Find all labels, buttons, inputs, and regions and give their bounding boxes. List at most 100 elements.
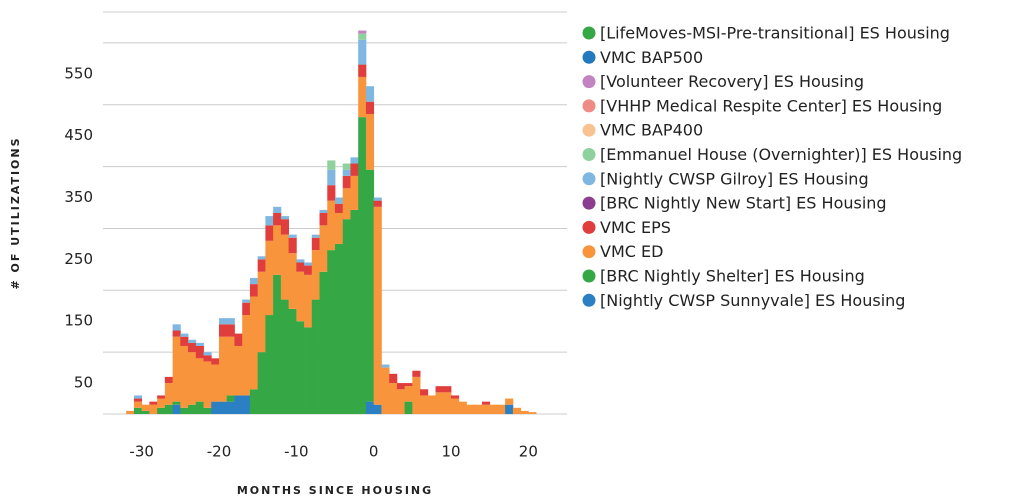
histogram-bar [335,197,344,204]
legend-label: [Emmanuel House (Overnighter)] ES Housin… [600,145,962,164]
histogram-bar [188,339,197,343]
histogram-bar [311,234,320,238]
histogram-bar [273,206,282,213]
histogram-bar [288,237,297,254]
histogram-bar [389,373,398,384]
y-tick-label: 50 [74,374,93,392]
histogram-bar [474,404,483,414]
histogram-bar [304,274,313,328]
histogram-bar [358,76,367,118]
histogram-bar [342,169,351,176]
histogram-bar [412,376,421,414]
histogram-bar [458,401,467,414]
histogram-bar [335,203,344,213]
histogram-bar [404,401,413,414]
histogram-bar [365,86,375,102]
histogram-bar [157,407,166,414]
histogram-bar [257,352,266,414]
histogram-bar [172,404,181,414]
x-tick-label: -20 [207,443,232,461]
legend-label: VMC BAP500 [600,48,703,67]
histogram-bar [350,163,359,176]
histogram-bar [296,271,305,322]
legend-marker [582,99,596,113]
histogram-bar [443,392,452,414]
histogram-bar [149,401,158,405]
histogram-bar [342,175,351,189]
histogram-bar [396,383,405,390]
histogram-bar [234,333,243,346]
histogram-bar [288,253,297,309]
histogram-bar [226,324,235,337]
histogram-bar [319,209,328,213]
histogram-bar [280,234,289,300]
histogram-bar [257,259,266,272]
x-tick-label: 20 [519,443,538,461]
histogram-bar [133,401,143,408]
histogram-bar [327,169,336,186]
histogram-bar [226,336,235,396]
histogram-bar [172,324,181,331]
histogram-bar [489,404,498,414]
histogram-bar [133,395,143,399]
histogram-bar [389,383,398,414]
histogram-bar [265,315,274,414]
histogram-bar [273,274,282,414]
legend-label: [Nightly CWSP Gilroy] ES Housing [600,169,869,188]
histogram-bar [327,200,336,251]
histogram-bar [481,404,491,414]
histogram-bar [304,262,313,266]
x-tick-label: 10 [441,443,460,461]
x-tick-label: -30 [129,443,154,461]
histogram-bar [350,157,359,164]
histogram-bar [296,259,305,263]
legend-marker [582,245,596,259]
histogram-bar [435,386,444,393]
histogram-bar [249,277,259,285]
x-tick-label: -10 [284,443,309,461]
legend-label: [VHHP Medical Respite Center] ES Housing [600,96,942,115]
histogram-bar [404,386,413,402]
y-tick-label: 250 [64,250,93,268]
histogram-bar [195,342,204,346]
histogram-bar [265,225,274,241]
histogram-bar [226,318,235,325]
histogram-bar [133,398,143,402]
histogram-bar [172,401,181,405]
histogram-bar [311,237,320,251]
histogram-bar [133,407,143,414]
histogram-bar [304,265,313,275]
histogram-bar [195,345,204,359]
y-tick-label: 350 [64,188,93,206]
histogram-bar [288,308,297,414]
y-tick-label: 150 [64,312,93,330]
histogram-bar [373,206,382,405]
histogram-bar [365,169,375,402]
histogram-bar [242,302,251,316]
histogram-bar [188,404,197,414]
histogram-bar [358,30,367,34]
histogram-bar [358,33,367,40]
histogram-bar [203,407,212,414]
histogram-bar [280,216,289,220]
histogram-bar [466,404,475,414]
histogram-bar [350,209,359,414]
histogram-bar [505,404,514,414]
histogram-bar [203,361,212,408]
histogram-bar [365,101,375,115]
histogram-bar [273,225,282,275]
histogram-bar [226,395,235,402]
histogram-bar [481,401,491,405]
histogram-bar [373,200,382,207]
histogram-bar [203,352,212,356]
histogram-bar [342,188,351,220]
histogram-bar [280,299,289,414]
histogram-bar [311,299,320,414]
histogram-bar [358,64,367,77]
histogram-bar [497,404,506,414]
y-tick-label: 450 [64,126,93,144]
legend-marker [582,148,596,161]
histogram-bar [211,401,220,414]
histogram-bar [280,219,289,235]
histogram-bar [358,39,367,65]
